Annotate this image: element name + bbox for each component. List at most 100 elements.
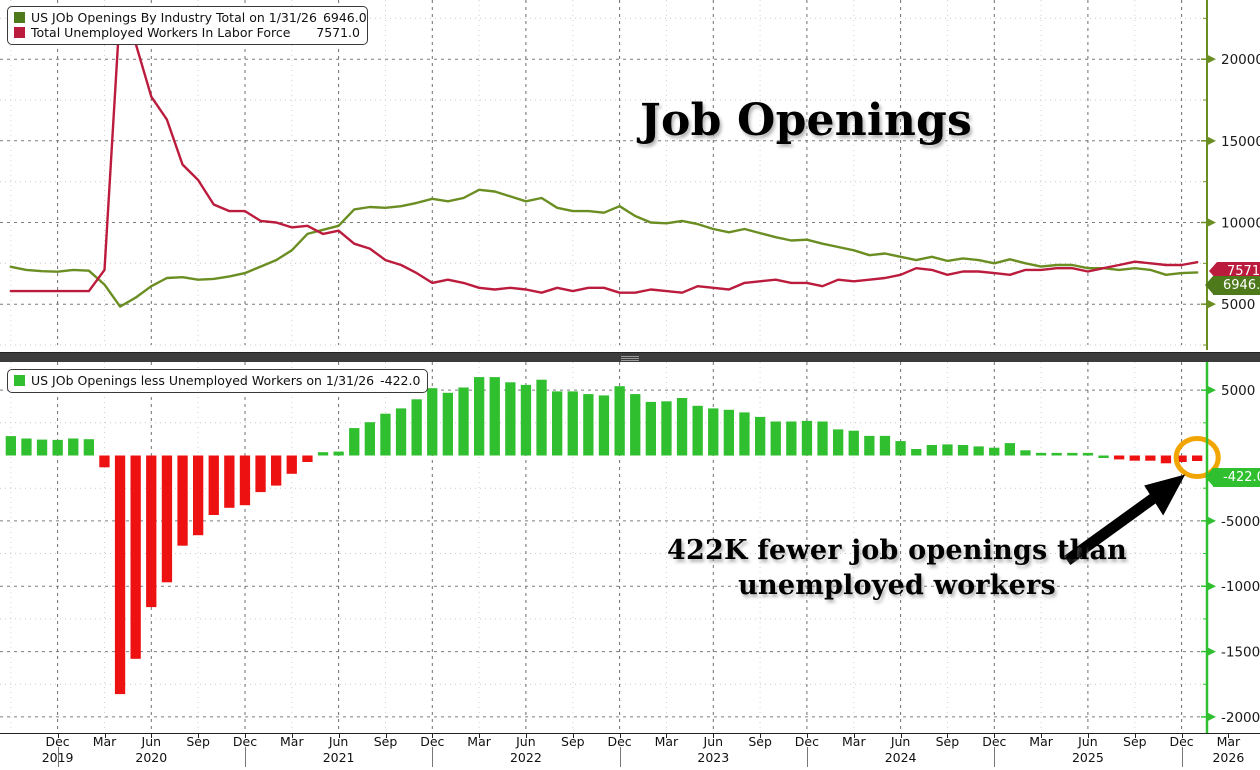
x-tick-mark (572, 733, 574, 738)
legend-swatch-difference (14, 375, 25, 386)
x-tick-mark (338, 733, 340, 738)
x-year-divider (994, 747, 996, 767)
annotation-arrow-head (1144, 474, 1186, 516)
bar (395, 408, 407, 456)
bar (302, 455, 313, 462)
bar (130, 455, 141, 659)
top-panel: 5000 10000 15000 20000 Job Openings US JOb … (0, 0, 1260, 352)
legend-swatch-job-openings (14, 12, 25, 23)
x-tick-year: 2026 (1212, 750, 1245, 765)
x-tick-mark (994, 733, 996, 738)
x-tick-mark (104, 733, 106, 738)
x-tick-month: Dec (1169, 734, 1194, 749)
legend-item-unemployed[interactable]: Total Unemployed Workers In Labor Force … (14, 25, 360, 40)
top-panel-legend[interactable]: US JOb Openings By Industry Total on 1/3… (7, 6, 368, 45)
x-tick-mark (151, 733, 153, 738)
x-tick-month: Mar (280, 734, 304, 749)
bar (848, 430, 859, 456)
bar (1129, 455, 1140, 461)
legend-item-job-openings[interactable]: US JOb Openings By Industry Total on 1/3… (14, 10, 367, 25)
legend-value-job-openings: 6946.0 (322, 10, 367, 25)
x-tick-month: Dec (45, 734, 70, 749)
x-year-divider (619, 747, 621, 767)
bar (1051, 452, 1062, 456)
bar (442, 392, 453, 456)
bar (567, 391, 578, 456)
x-tick-mark (1228, 733, 1230, 738)
bar (1035, 452, 1047, 456)
x-tick-month: Mar (467, 734, 491, 749)
x-tick-mark (479, 733, 481, 738)
x-year-divider (1181, 747, 1183, 767)
bar (801, 420, 813, 456)
bar (255, 455, 266, 493)
x-tick-month: Sep (186, 734, 210, 749)
bar (208, 455, 219, 515)
bar (161, 455, 173, 583)
x-tick-mark (1181, 733, 1183, 738)
bar (1020, 450, 1031, 456)
bottom-panel: 5000 -5000 -10000 -15000 -20000 (0, 362, 1260, 733)
bar (458, 387, 469, 456)
x-tick-month: Dec (794, 734, 819, 749)
bar (68, 438, 79, 456)
bar (739, 412, 750, 456)
x-tick-mark (1134, 733, 1136, 738)
page-title: Job Openings (640, 95, 972, 146)
x-tick-mark (806, 733, 808, 738)
x-tick-year: 2024 (884, 750, 917, 765)
bar (380, 413, 391, 456)
y-tick-label: 5000 (1221, 383, 1255, 399)
x-tick-year: 2021 (322, 750, 355, 765)
bar (770, 421, 781, 456)
bar (489, 377, 500, 456)
bar (177, 455, 188, 546)
x-tick-mark (57, 733, 59, 738)
x-tick-mark (666, 733, 668, 738)
bar (1082, 452, 1094, 456)
bar (973, 446, 984, 456)
x-tick-mark (853, 733, 855, 738)
bar (926, 445, 937, 456)
legend-value-difference: -422.0 (380, 373, 421, 388)
x-tick-month: Mar (1216, 734, 1241, 749)
y-tick-label: -5000 (1221, 514, 1260, 530)
bar (193, 455, 204, 536)
x-tick-mark (947, 733, 949, 738)
x-tick-month: Sep (935, 734, 960, 749)
y-tick-label: 15000 (1221, 134, 1260, 150)
bottom-panel-legend[interactable]: US JOb Openings less Unemployed Workers … (7, 369, 429, 393)
x-tick-month: Jun (516, 734, 536, 749)
x-tick-year: 2020 (135, 750, 168, 765)
x-tick-month: Sep (1123, 734, 1147, 749)
annotation-text: 422K fewer job openings than unemployed … (666, 535, 1127, 601)
bar (427, 388, 438, 456)
bar (1114, 455, 1125, 460)
bar (411, 399, 422, 456)
bar (52, 439, 63, 456)
splitter-grip-icon (621, 356, 639, 361)
bar (895, 441, 906, 456)
x-axis-line (0, 733, 1260, 734)
y-tick-label: -15000 (1221, 645, 1260, 661)
bar (645, 401, 656, 456)
job-openings-value-tag: 6946.0 (1205, 276, 1260, 295)
series-line-unemployed (9, 7, 1199, 294)
bar (1004, 443, 1015, 456)
bar (146, 455, 157, 608)
x-tick-month: Jun (890, 734, 911, 749)
bar (1098, 455, 1109, 458)
bar (21, 438, 32, 456)
x-tick-mark (713, 733, 715, 738)
x-tick-mark (619, 733, 621, 738)
bar (364, 422, 375, 456)
legend-item-difference[interactable]: US JOb Openings less Unemployed Workers … (14, 373, 420, 388)
bottom-panel-plot: 5000 -5000 -10000 -15000 -20000 (0, 362, 1260, 733)
x-tick-month: Dec (232, 734, 258, 749)
x-tick-mark (432, 733, 434, 738)
x-tick-month: Jun (1078, 734, 1098, 749)
x-tick-month: Jun (328, 734, 349, 749)
y-tick-label: -10000 (1221, 579, 1260, 595)
bar (692, 405, 703, 456)
